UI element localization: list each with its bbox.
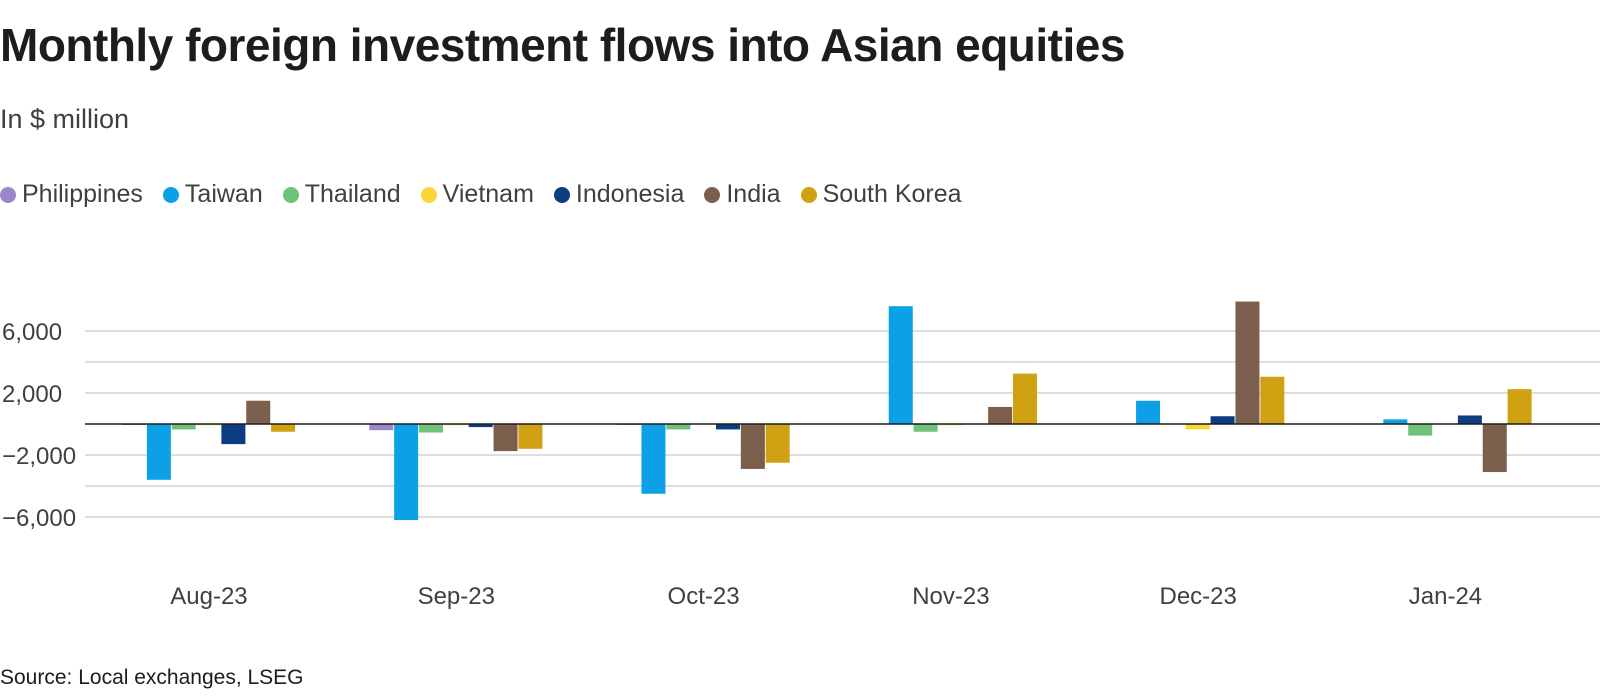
y-tick-label: −2,000 — [2, 443, 76, 470]
bar-thailand-sep-23 — [419, 424, 443, 433]
bar-taiwan-nov-23 — [888, 306, 913, 424]
bar-thailand-nov-23 — [913, 424, 938, 432]
chart-title: Monthly foreign investment flows into As… — [0, 19, 1125, 71]
bar-indonesia-dec-23 — [1210, 416, 1235, 424]
legend-swatch-vietnam — [420, 186, 437, 203]
legend-item-indonesia: Indonesia — [553, 180, 685, 209]
legend-label: Philippines — [22, 180, 143, 208]
y-tick-label: −6,000 — [2, 505, 76, 532]
bar-indonesia-aug-23 — [221, 424, 246, 445]
bar-thailand-aug-23 — [171, 424, 196, 430]
bar-vietnam-dec-23 — [1185, 424, 1210, 430]
bar-taiwan-jan-24 — [1383, 419, 1408, 424]
source-note: Source: Local exchanges, LSEG — [0, 666, 304, 689]
legend-item-india: India — [704, 180, 781, 209]
bar-india-oct-23 — [740, 424, 765, 469]
legend-label: Vietnam — [442, 180, 534, 208]
x-tick-label: Oct-23 — [668, 583, 740, 610]
bar-south-korea-nov-23 — [1013, 373, 1037, 424]
legend-item-thailand: Thailand — [282, 180, 401, 209]
legend-swatch-south-korea — [800, 186, 817, 203]
bar-india-sep-23 — [493, 424, 518, 452]
legend-swatch-india — [704, 186, 721, 203]
x-tick-label: Jan-24 — [1409, 583, 1482, 610]
bar-south-korea-dec-23 — [1260, 376, 1285, 424]
legend-item-philippines: Philippines — [0, 180, 143, 209]
bar-thailand-jan-24 — [1408, 424, 1433, 436]
legend-swatch-indonesia — [553, 186, 570, 203]
legend-label: Taiwan — [184, 180, 263, 208]
legend-label: Indonesia — [575, 180, 685, 208]
chart-legend: Philippines Taiwan Thailand Vietnam Indonesi… — [0, 180, 982, 209]
bar-taiwan-oct-23 — [641, 424, 666, 494]
legend-label: South Korea — [822, 180, 962, 208]
bar-india-jan-24 — [1482, 424, 1507, 473]
legend-label: Thailand — [304, 180, 401, 208]
bar-south-korea-jan-24 — [1507, 389, 1532, 424]
legend-label: India — [726, 180, 781, 208]
x-tick-label: Dec-23 — [1159, 583, 1236, 610]
bar-india-aug-23 — [246, 400, 271, 424]
bar-india-dec-23 — [1235, 301, 1260, 424]
legend-item-taiwan: Taiwan — [162, 180, 263, 209]
x-tick-label: Aug-23 — [170, 583, 247, 610]
bar-chart: 6,000 2,000 −2,000 −6,000 Aug-23 Sep-23 Oct-23… — [2, 301, 1600, 610]
bar-thailand-oct-23 — [666, 424, 691, 430]
x-tick-label: Nov-23 — [912, 583, 989, 610]
bar-south-korea-aug-23 — [271, 424, 296, 432]
bar-south-korea-oct-23 — [765, 424, 790, 463]
bar-indonesia-sep-23 — [468, 424, 493, 428]
legend-swatch-philippines — [0, 186, 16, 203]
x-tick-label: Sep-23 — [418, 583, 495, 610]
bar-taiwan-dec-23 — [1136, 400, 1161, 424]
bar-india-nov-23 — [988, 406, 1013, 424]
legend-item-south-korea: South Korea — [800, 180, 962, 209]
bar-indonesia-oct-23 — [716, 424, 740, 430]
bar-south-korea-sep-23 — [518, 424, 543, 449]
legend-swatch-taiwan — [162, 186, 179, 203]
legend-swatch-thailand — [282, 186, 299, 203]
bar-taiwan-sep-23 — [394, 424, 419, 521]
bar-indonesia-jan-24 — [1457, 415, 1482, 424]
y-tick-label: 2,000 — [2, 381, 62, 408]
bar-philippines-sep-23 — [369, 424, 394, 431]
y-tick-label: 6,000 — [2, 319, 62, 346]
bar-taiwan-aug-23 — [146, 424, 171, 480]
legend-item-vietnam: Vietnam — [420, 180, 534, 209]
chart-subtitle: In $ million — [0, 104, 130, 134]
